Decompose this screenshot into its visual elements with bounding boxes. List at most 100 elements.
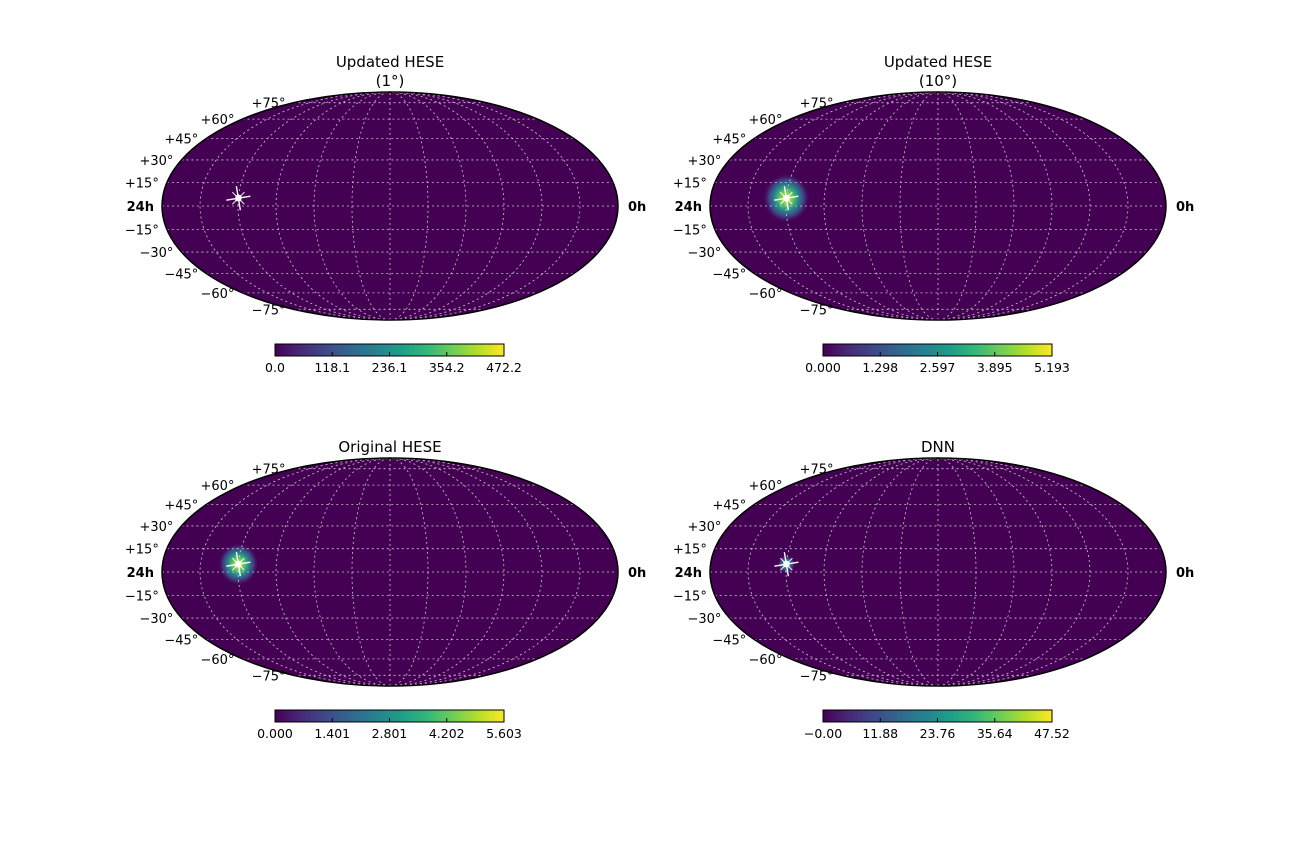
ra-gridline: [351, 458, 391, 686]
event-marker-icon: [774, 186, 799, 211]
ra-gridline: [899, 458, 939, 686]
colorbar-tick-label: 236.1: [372, 360, 408, 375]
ra-gridline: [937, 92, 1015, 320]
panel-title: Updated HESE: [884, 53, 992, 71]
colorbar-tick-label: 0.0: [265, 360, 285, 375]
dec-label: −45°: [164, 633, 198, 648]
ra-gridline: [937, 458, 1053, 686]
ra-gridline: [389, 92, 429, 320]
ra-gridline: [861, 458, 939, 686]
ra-label-left: 24h: [675, 200, 702, 215]
marker-center: [783, 561, 790, 568]
colorbar-tick-label: 2.597: [920, 360, 956, 375]
colorbar-tick-label: 0.000: [257, 726, 293, 741]
graticule: [162, 458, 618, 686]
ra-label-right: 0h: [628, 566, 646, 581]
ra-gridline: [937, 458, 1091, 686]
dec-label: +15°: [673, 177, 707, 192]
graticule: [710, 92, 1166, 320]
dec-label: +75°: [252, 463, 286, 478]
marker-center: [235, 561, 242, 568]
dec-label: +30°: [687, 154, 721, 169]
sky-outline: [709, 457, 1167, 687]
dec-label: −75°: [800, 669, 834, 684]
ra-gridline: [389, 92, 543, 320]
colorbar-tick-label: 5.603: [486, 726, 522, 741]
colorbar: 0.000 1.298 2.597 3.895 5.193: [805, 343, 1070, 375]
ra-label-left: 24h: [675, 566, 702, 581]
colorbar-tick-label: 472.2: [486, 360, 522, 375]
colorbar-tick-label: 4.202: [429, 726, 465, 741]
dec-label: +60°: [201, 479, 235, 494]
sky-outline: [161, 457, 619, 687]
colorbar-tick-label: 1.401: [314, 726, 350, 741]
graticule: [162, 92, 618, 320]
colorbar: −0.00 11.88 23.76 35.64 47.52: [804, 709, 1070, 741]
ra-gridline: [785, 92, 939, 320]
ra-gridline: [937, 92, 977, 320]
ra-gridline: [275, 92, 391, 320]
panel-title: Updated HESE: [336, 53, 444, 71]
dec-label: −60°: [201, 287, 235, 302]
ra-gridline: [389, 458, 467, 686]
dec-label: +75°: [252, 97, 286, 112]
dec-label: −45°: [164, 267, 198, 282]
ra-gridline: [937, 458, 1015, 686]
dec-label: −30°: [139, 246, 173, 261]
colorbar-tick-label: 354.2: [429, 360, 465, 375]
dec-label: +30°: [139, 154, 173, 169]
dec-label: −75°: [252, 669, 286, 684]
dec-label: −15°: [673, 223, 707, 238]
ra-gridline: [389, 92, 467, 320]
colorbar-tick-label: 2.801: [372, 726, 408, 741]
dec-label: −75°: [800, 303, 834, 318]
colorbar-tick-label: 11.88: [862, 726, 898, 741]
dec-label: +15°: [125, 543, 159, 558]
colorbar-tick-label: 118.1: [314, 360, 350, 375]
dec-label: −30°: [687, 612, 721, 627]
ra-gridline: [937, 92, 1091, 320]
ra-gridline: [389, 458, 543, 686]
ra-label-right: 0h: [628, 200, 646, 215]
colorbar-tick-label: −0.00: [804, 726, 842, 741]
marker-center: [235, 195, 242, 202]
dec-label: +30°: [687, 520, 721, 535]
colorbar: 0.000 1.401 2.801 4.202 5.603: [257, 709, 522, 741]
graticule: [710, 458, 1166, 686]
colorbar-tick-label: 47.52: [1034, 726, 1070, 741]
sky-background: [710, 92, 1166, 320]
ra-gridline: [823, 458, 939, 686]
dec-label: −60°: [749, 653, 783, 668]
dec-label: +75°: [800, 97, 834, 112]
ra-gridline: [899, 92, 939, 320]
skymap-panel: +75° +60°+45° +30° +15° −15° −30° −45°−60° −75°…: [673, 438, 1194, 741]
panel-title: DNN: [921, 438, 955, 456]
ra-gridline: [937, 458, 977, 686]
dec-label: −45°: [712, 633, 746, 648]
colorbar: 0.0 118.1 236.1 354.2 472.2: [265, 343, 522, 375]
skymap-panel: +75° +60°+45° +30° +15° −15° −30° −45°−60° −75°…: [125, 53, 646, 375]
dec-label: +15°: [125, 177, 159, 192]
ra-label-left: 24h: [127, 200, 154, 215]
dec-label: −60°: [749, 287, 783, 302]
colorbar-tick-label: 1.298: [862, 360, 898, 375]
ra-gridline: [785, 458, 939, 686]
colorbar-tick-label: 3.895: [977, 360, 1013, 375]
dec-label: +15°: [673, 543, 707, 558]
event-marker-icon: [774, 552, 799, 577]
ra-gridline: [313, 458, 391, 686]
colorbar-tick-label: 5.193: [1034, 360, 1070, 375]
ra-gridline: [313, 92, 391, 320]
ra-gridline: [937, 92, 1053, 320]
ra-label-left: 24h: [127, 566, 154, 581]
sky-background: [162, 92, 618, 320]
ra-gridline: [237, 92, 391, 320]
dec-label: −15°: [125, 223, 159, 238]
panel-title: Original HESE: [338, 438, 441, 456]
skymap-panel: +75° +60°+45° +30° +15° −15° −30° −45°−60° −75°…: [125, 438, 646, 741]
dec-label: −45°: [712, 267, 746, 282]
dec-label: +45°: [712, 499, 746, 514]
ra-label-right: 0h: [1176, 566, 1194, 581]
sky-outline: [161, 91, 619, 321]
dec-label: +60°: [749, 479, 783, 494]
